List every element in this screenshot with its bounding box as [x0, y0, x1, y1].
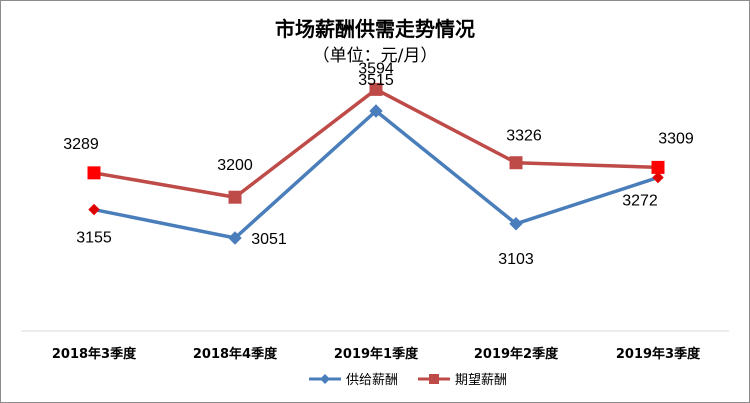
x-tick-label: 2018年4季度 [193, 346, 278, 362]
data-label: 3155 [76, 230, 112, 247]
legend-marker-supply [320, 374, 330, 384]
data-label: 3289 [63, 136, 99, 153]
x-tick-label: 2019年1季度 [334, 346, 419, 362]
data-point [651, 160, 665, 174]
data-point [509, 156, 523, 170]
data-point [228, 231, 242, 245]
data-point [369, 104, 383, 118]
legend-label-expected: 期望薪酬 [455, 372, 507, 388]
x-tick-label: 2019年2季度 [474, 346, 559, 362]
data-point [88, 203, 100, 216]
legend-marker-expected [429, 374, 439, 384]
legend-label-supply: 供给薪酬 [346, 373, 398, 388]
data-label: 3200 [217, 157, 253, 174]
chart-title: 市场薪酬供需走势情况 [275, 17, 475, 41]
data-point [652, 171, 664, 184]
data-label: 3594 [358, 60, 394, 77]
data-point [228, 190, 242, 204]
data-label: 3515 [358, 72, 394, 89]
data-label: 3326 [506, 128, 542, 145]
data-point [369, 82, 383, 96]
legend: 供给薪酬 期望薪酬 [309, 372, 507, 388]
data-label: 3272 [622, 193, 658, 210]
chart-subtitle: （单位：元/月） [313, 46, 438, 66]
data-label: 3309 [658, 130, 694, 147]
series-layer [87, 82, 665, 245]
data-label: 3051 [251, 231, 287, 248]
data-label: 3103 [498, 251, 534, 268]
series-line [93, 108, 659, 240]
x-tick-label: 2018年3季度 [52, 346, 137, 362]
legend-item-supply: 供给薪酬 [309, 373, 398, 388]
data-labels: 3155 3051 3515 3103 3272 3289 3200 3594 3326 3309 [63, 60, 694, 267]
legend-item-expected: 期望薪酬 [418, 372, 507, 388]
x-axis-ticks: 2018年3季度 2018年4季度 2019年1季度 2019年2季度 2019年3季度 [52, 346, 701, 362]
x-tick-label: 2019年3季度 [616, 346, 701, 362]
data-point [509, 217, 523, 231]
data-point [87, 166, 101, 180]
